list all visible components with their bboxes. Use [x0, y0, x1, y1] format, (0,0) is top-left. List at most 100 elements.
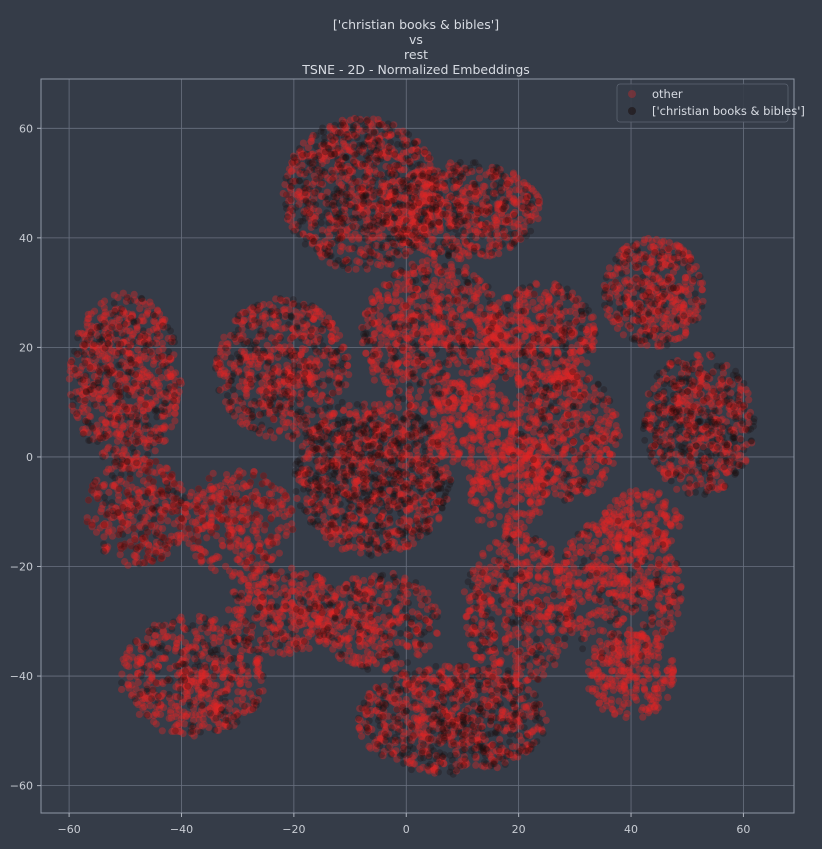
scatter-point: [379, 152, 387, 160]
scatter-point: [366, 168, 374, 176]
scatter-point: [405, 200, 413, 208]
scatter-point: [657, 277, 666, 285]
scatter-point: [428, 199, 436, 207]
scatter-point: [357, 246, 365, 254]
scatter-point: [366, 202, 374, 210]
scatter-point: [639, 713, 647, 721]
scatter-point: [123, 662, 131, 670]
scatter-point: [395, 220, 403, 228]
scatter-points: [65, 114, 758, 778]
scatter-point: [375, 253, 384, 261]
scatter-point: [508, 590, 516, 598]
scatter-point: [363, 116, 371, 124]
scatter-point: [306, 202, 314, 210]
scatter-point: [374, 218, 382, 227]
scatter-point: [393, 208, 401, 216]
scatter-point: [126, 646, 134, 654]
scatter-point: [306, 214, 314, 222]
scatter-point: [360, 576, 368, 585]
scatter-point: [343, 227, 351, 235]
scatter-point: [309, 159, 317, 167]
scatter-point: [338, 129, 346, 137]
scatter-point: [670, 308, 679, 316]
scatter-point: [463, 623, 471, 632]
scatter-point: [331, 262, 339, 270]
scatter-point: [576, 595, 584, 603]
scatter-point: [290, 157, 298, 165]
scatter-point: [387, 260, 395, 268]
scatter-point: [373, 170, 381, 178]
scatter-point: [652, 235, 661, 244]
scatter-point: [673, 485, 681, 493]
scatter-point: [372, 215, 380, 223]
scatter-point: [698, 279, 707, 287]
scatter-point: [196, 711, 204, 719]
scatter-point: [318, 192, 326, 200]
scatter-point: [318, 242, 326, 250]
scatter-point: [299, 139, 307, 147]
scatter-point: [283, 191, 291, 199]
scatter-point: [633, 540, 641, 549]
scatter-point: [673, 576, 681, 584]
scatter-point: [517, 399, 526, 407]
scatter-point: [346, 200, 354, 208]
scatter-point: [347, 223, 355, 231]
scatter-point: [654, 704, 662, 712]
scatter-point: [384, 154, 392, 162]
scatter-point: [380, 148, 388, 156]
scatter-point: [355, 185, 363, 193]
scatter-point: [641, 539, 649, 547]
scatter-point: [192, 637, 200, 645]
scatter-point: [316, 249, 324, 257]
scatter-point: [652, 667, 660, 675]
scatter-point: [622, 694, 630, 702]
scatter-point: [346, 168, 354, 177]
scatter-point: [392, 152, 400, 161]
scatter-point: [310, 195, 318, 203]
scatter-point: [559, 436, 567, 444]
scatter-point: [316, 149, 324, 157]
scatter-point: [351, 230, 359, 238]
scatter-point: [417, 718, 425, 726]
scatter-point: [300, 170, 308, 178]
scatter-point: [366, 225, 374, 233]
scatter-point: [681, 278, 689, 286]
scatter-point: [348, 235, 356, 243]
scatter-point: [118, 670, 126, 678]
scatter-point: [215, 637, 223, 646]
scatter-point: [591, 389, 599, 397]
scatter-point: [366, 133, 374, 141]
scatter-point: [397, 166, 405, 174]
scatter-point: [671, 323, 680, 331]
scatter-point: [635, 665, 643, 673]
scatter-point: [366, 161, 374, 169]
scatter-point: [302, 570, 310, 578]
scatter-point: [321, 170, 329, 179]
scatter-point: [333, 162, 342, 170]
scatter-point: [364, 137, 372, 145]
scatter-point: [419, 192, 427, 200]
scatter-point: [620, 572, 628, 580]
scatter-point: [339, 163, 347, 171]
scatter-point: [475, 561, 483, 569]
scatter-point: [382, 162, 390, 171]
scatter-point: [528, 588, 537, 597]
scatter-point: [326, 225, 334, 233]
scatter-point: [397, 152, 405, 160]
scatter-point: [295, 200, 303, 208]
scatter-point: [311, 611, 319, 620]
scatter-point: [387, 166, 396, 174]
scatter-point: [343, 225, 351, 233]
scatter-point: [319, 155, 327, 163]
scatter-point: [414, 222, 422, 230]
scatter-point: [406, 158, 414, 166]
scatter-point: [516, 392, 524, 400]
scatter-point: [576, 543, 584, 551]
scatter-point: [336, 128, 344, 136]
scatter-point: [541, 572, 549, 580]
scatter-point: [173, 702, 181, 711]
scatter-point: [486, 563, 494, 571]
scatter-point: [362, 220, 370, 229]
scatter-point: [372, 150, 380, 158]
scatter-point: [378, 224, 386, 232]
